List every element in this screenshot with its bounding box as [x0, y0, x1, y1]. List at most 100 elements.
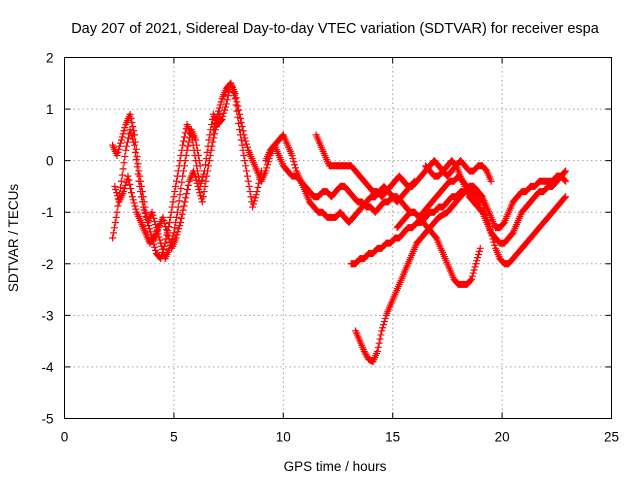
data-point — [206, 151, 214, 159]
x-tick-label: 25 — [604, 430, 619, 445]
data-point — [125, 176, 133, 184]
data-point — [214, 110, 222, 118]
data-point — [160, 216, 168, 224]
y-tick-label: 1 — [46, 102, 54, 117]
data-point — [194, 182, 202, 190]
data-point — [127, 189, 135, 197]
data-point — [467, 276, 475, 284]
data-point — [222, 103, 230, 111]
data-point — [138, 198, 146, 206]
data-point — [120, 184, 128, 192]
data-point — [288, 151, 296, 159]
data-point — [146, 228, 154, 236]
data-point — [195, 186, 203, 194]
data-point — [151, 243, 159, 251]
data-point — [126, 126, 134, 134]
data-point — [122, 146, 130, 154]
data-point — [210, 134, 218, 142]
data-point — [111, 182, 119, 190]
data-point — [562, 167, 570, 175]
data-point — [561, 168, 569, 176]
data-point — [243, 167, 251, 175]
data-point — [121, 153, 129, 161]
data-point — [233, 98, 241, 106]
data-point — [118, 133, 126, 141]
data-point — [377, 331, 385, 339]
series-sat-g — [347, 172, 570, 268]
data-point — [215, 104, 223, 112]
data-point — [124, 172, 132, 180]
data-point — [232, 94, 240, 102]
data-point — [375, 339, 383, 347]
data-point — [171, 224, 179, 232]
data-point — [236, 114, 244, 122]
data-point — [110, 224, 118, 232]
data-point — [113, 208, 121, 216]
data-point — [213, 113, 221, 121]
data-point — [182, 194, 190, 202]
x-tick-label: 20 — [495, 430, 510, 445]
data-point — [116, 142, 124, 150]
data-point — [134, 160, 142, 168]
data-point — [237, 136, 245, 144]
data-point — [127, 184, 135, 192]
data-point — [115, 145, 123, 153]
data-point — [148, 208, 156, 216]
data-point — [235, 106, 243, 114]
data-point — [140, 206, 148, 214]
data-point — [120, 188, 128, 196]
data-point — [129, 196, 137, 204]
data-point — [131, 202, 139, 210]
data-point — [173, 213, 181, 221]
points-layer — [109, 79, 570, 366]
data-point — [177, 184, 185, 192]
data-point — [193, 141, 201, 149]
data-point — [172, 234, 180, 242]
data-point — [561, 176, 569, 184]
data-point — [176, 219, 184, 227]
data-point — [183, 190, 191, 198]
data-point — [141, 209, 149, 217]
chart-title: Day 207 of 2021, Sidereal Day-to-day VTE… — [71, 21, 600, 37]
data-point — [112, 186, 120, 194]
data-point — [191, 173, 199, 181]
data-point — [381, 314, 389, 322]
data-point — [223, 96, 231, 104]
series-sat-j — [422, 157, 570, 247]
data-point — [123, 142, 131, 150]
data-point — [217, 98, 225, 106]
data-point — [152, 221, 160, 229]
data-point — [110, 229, 118, 237]
data-point — [194, 172, 202, 180]
data-point — [158, 242, 166, 250]
data-point — [133, 153, 141, 161]
data-point — [562, 193, 570, 201]
data-point — [180, 133, 188, 141]
data-point — [150, 214, 158, 222]
data-point — [249, 203, 257, 211]
data-point — [132, 156, 140, 164]
data-point — [380, 321, 388, 329]
data-point — [203, 172, 211, 180]
data-point — [246, 188, 254, 196]
data-point — [130, 199, 138, 207]
data-point — [204, 162, 212, 170]
data-point — [562, 177, 570, 185]
data-point — [208, 142, 216, 150]
data-point — [374, 343, 382, 351]
data-point — [236, 110, 244, 118]
data-point — [173, 231, 181, 239]
data-point — [178, 178, 186, 186]
data-point — [473, 257, 481, 265]
data-point — [169, 198, 177, 206]
data-point — [216, 101, 224, 109]
data-point — [491, 241, 499, 249]
data-point — [138, 193, 146, 201]
data-point — [171, 188, 179, 196]
data-point — [179, 206, 187, 214]
data-point — [222, 100, 230, 108]
y-tick-label: 0 — [46, 154, 54, 169]
data-point — [195, 157, 203, 165]
data-point — [238, 141, 246, 149]
